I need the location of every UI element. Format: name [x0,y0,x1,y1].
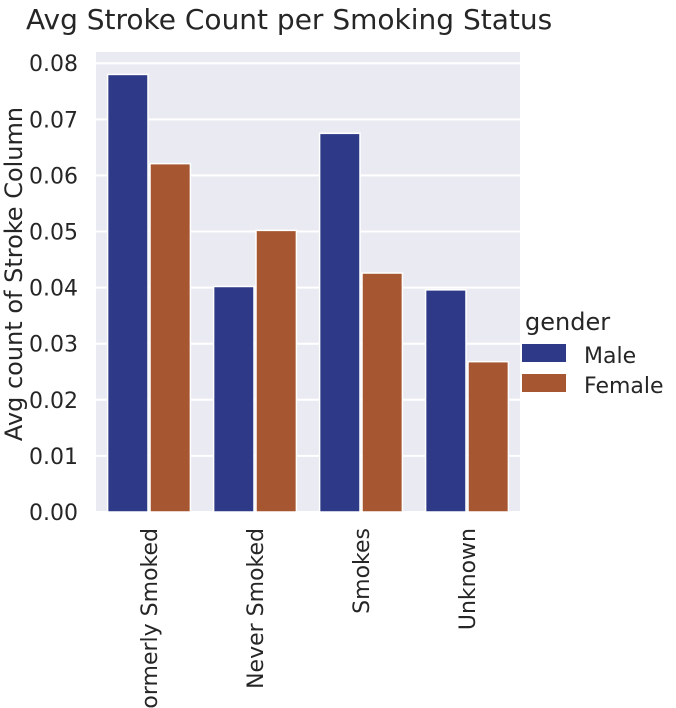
x-axis-ticks: Formerly Smoked Never Smoked Smokes Unknown [138,528,481,708]
y-tick-label: 0.03 [29,333,78,358]
y-tick-label: 0.00 [29,501,78,526]
legend-swatch-male [522,344,566,362]
y-axis-ticks: 0.00 0.01 0.02 0.03 0.04 0.05 0.06 0.07 0.08 [29,52,78,526]
y-tick-label: 0.06 [29,164,78,189]
chart-title: Avg Stroke Count per Smoking Status [26,3,552,36]
y-axis-label: Avg count of Stroke Column [0,107,28,441]
y-tick-label: 0.08 [29,52,78,77]
bar-female-unknown [467,360,510,513]
bar-male-unknown [424,289,467,513]
y-tick-label: 0.05 [29,221,78,246]
bar-female-never-smoked [255,229,298,513]
x-tick-label: Never Smoked [244,528,269,689]
x-tick-label: Unknown [456,528,481,630]
y-tick-label: 0.04 [29,277,78,302]
legend-swatch-female [522,374,566,392]
bar-male-never-smoked [212,285,255,513]
bar-male-formerly-smoked [106,73,149,513]
legend-title: gender [525,308,610,336]
y-tick-label: 0.02 [29,389,78,414]
x-tick-label: Formerly Smoked [138,528,163,708]
y-tick-label: 0.01 [29,445,78,470]
x-tick-label: Smokes [350,528,375,614]
bar-female-smokes [361,272,404,513]
bar-female-formerly-smoked [149,162,192,513]
y-tick-label: 0.07 [29,108,78,133]
bars [106,73,510,513]
legend: gender Male Female [522,308,664,399]
legend-label-male: Male [584,344,636,369]
legend-label-female: Female [584,374,664,399]
bar-male-smokes [318,132,361,513]
